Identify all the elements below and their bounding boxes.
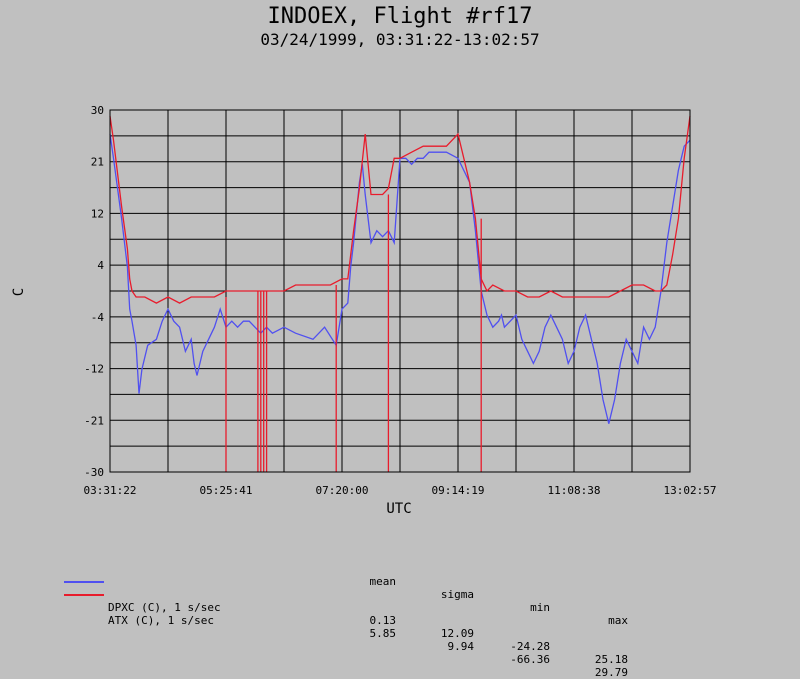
stat-max-atx: 29.79 <box>594 666 628 679</box>
stats-header-mean: mean <box>369 575 397 588</box>
x-tick-label: 13:02:57 <box>664 484 717 497</box>
series-line-dpxc <box>109 134 691 424</box>
x-tick-label: 11:08:38 <box>548 484 601 497</box>
x-axis-label: UTC <box>386 501 411 517</box>
series-layer <box>109 115 691 472</box>
chart-title: INDOEX, Flight #rf17 <box>267 4 533 29</box>
y-tick-label: -12 <box>84 363 104 376</box>
stats-header-sigma: sigma <box>440 588 474 601</box>
x-tick-label: 03:31:22 <box>84 484 137 497</box>
series-line-atx <box>109 115 691 304</box>
stat-sigma-dpxc: 12.09 <box>440 627 474 640</box>
y-axis-label: C <box>11 288 27 296</box>
x-tick-label: 09:14:19 <box>432 484 485 497</box>
legend-label-dpxc: DPXC (C), 1 s/sec <box>108 601 221 614</box>
legend-row-dpxc: DPXC (C), 1 s/sec 0.13 12.09 -24.28 25.1… <box>0 575 800 666</box>
chart-subtitle: 03/24/1999, 03:31:22-13:02:57 <box>260 30 540 49</box>
stat-max-dpxc: 25.18 <box>594 653 628 666</box>
x-tick-label: 07:20:00 <box>316 484 369 497</box>
x-tick-labels: 03:31:22 05:25:41 07:20:00 09:14:19 11:08:38… <box>84 484 717 497</box>
y-tick-label: 12 <box>91 207 104 220</box>
y-tick-label: -21 <box>84 414 104 427</box>
y-tick-label: 4 <box>97 259 104 272</box>
legend-swatch-atx <box>64 594 104 596</box>
x-tick-label: 05:25:41 <box>200 484 253 497</box>
stats-header: mean sigma min max <box>0 562 800 627</box>
y-tick-label: -30 <box>84 466 104 479</box>
line-chart: 30 21 12 4 -4 -12 -21 -30 03:31:22 05:25:41 07:20… <box>11 104 717 517</box>
stats-header-max: max <box>608 614 628 627</box>
stat-mean-dpxc: 0.13 <box>369 614 397 627</box>
stats-header-min: min <box>530 601 550 614</box>
legend-swatch-dpxc <box>64 581 104 583</box>
y-tick-label: -4 <box>91 311 105 324</box>
stat-min-dpxc: -24.28 <box>510 640 550 653</box>
y-tick-label: 21 <box>91 156 104 169</box>
legend-row-atx: ATX (C), 1 s/sec 5.85 9.94 -66.36 29.79 <box>0 588 800 679</box>
y-tick-labels: 30 21 12 4 -4 -12 -21 -30 <box>84 104 104 479</box>
legend-label-atx: ATX (C), 1 s/sec <box>108 614 214 627</box>
stat-sigma-atx: 9.94 <box>447 640 475 653</box>
plot-frame <box>109 109 691 473</box>
stat-min-atx: -66.36 <box>510 653 550 666</box>
stat-mean-atx: 5.85 <box>369 627 397 640</box>
y-tick-label: 30 <box>91 104 104 117</box>
